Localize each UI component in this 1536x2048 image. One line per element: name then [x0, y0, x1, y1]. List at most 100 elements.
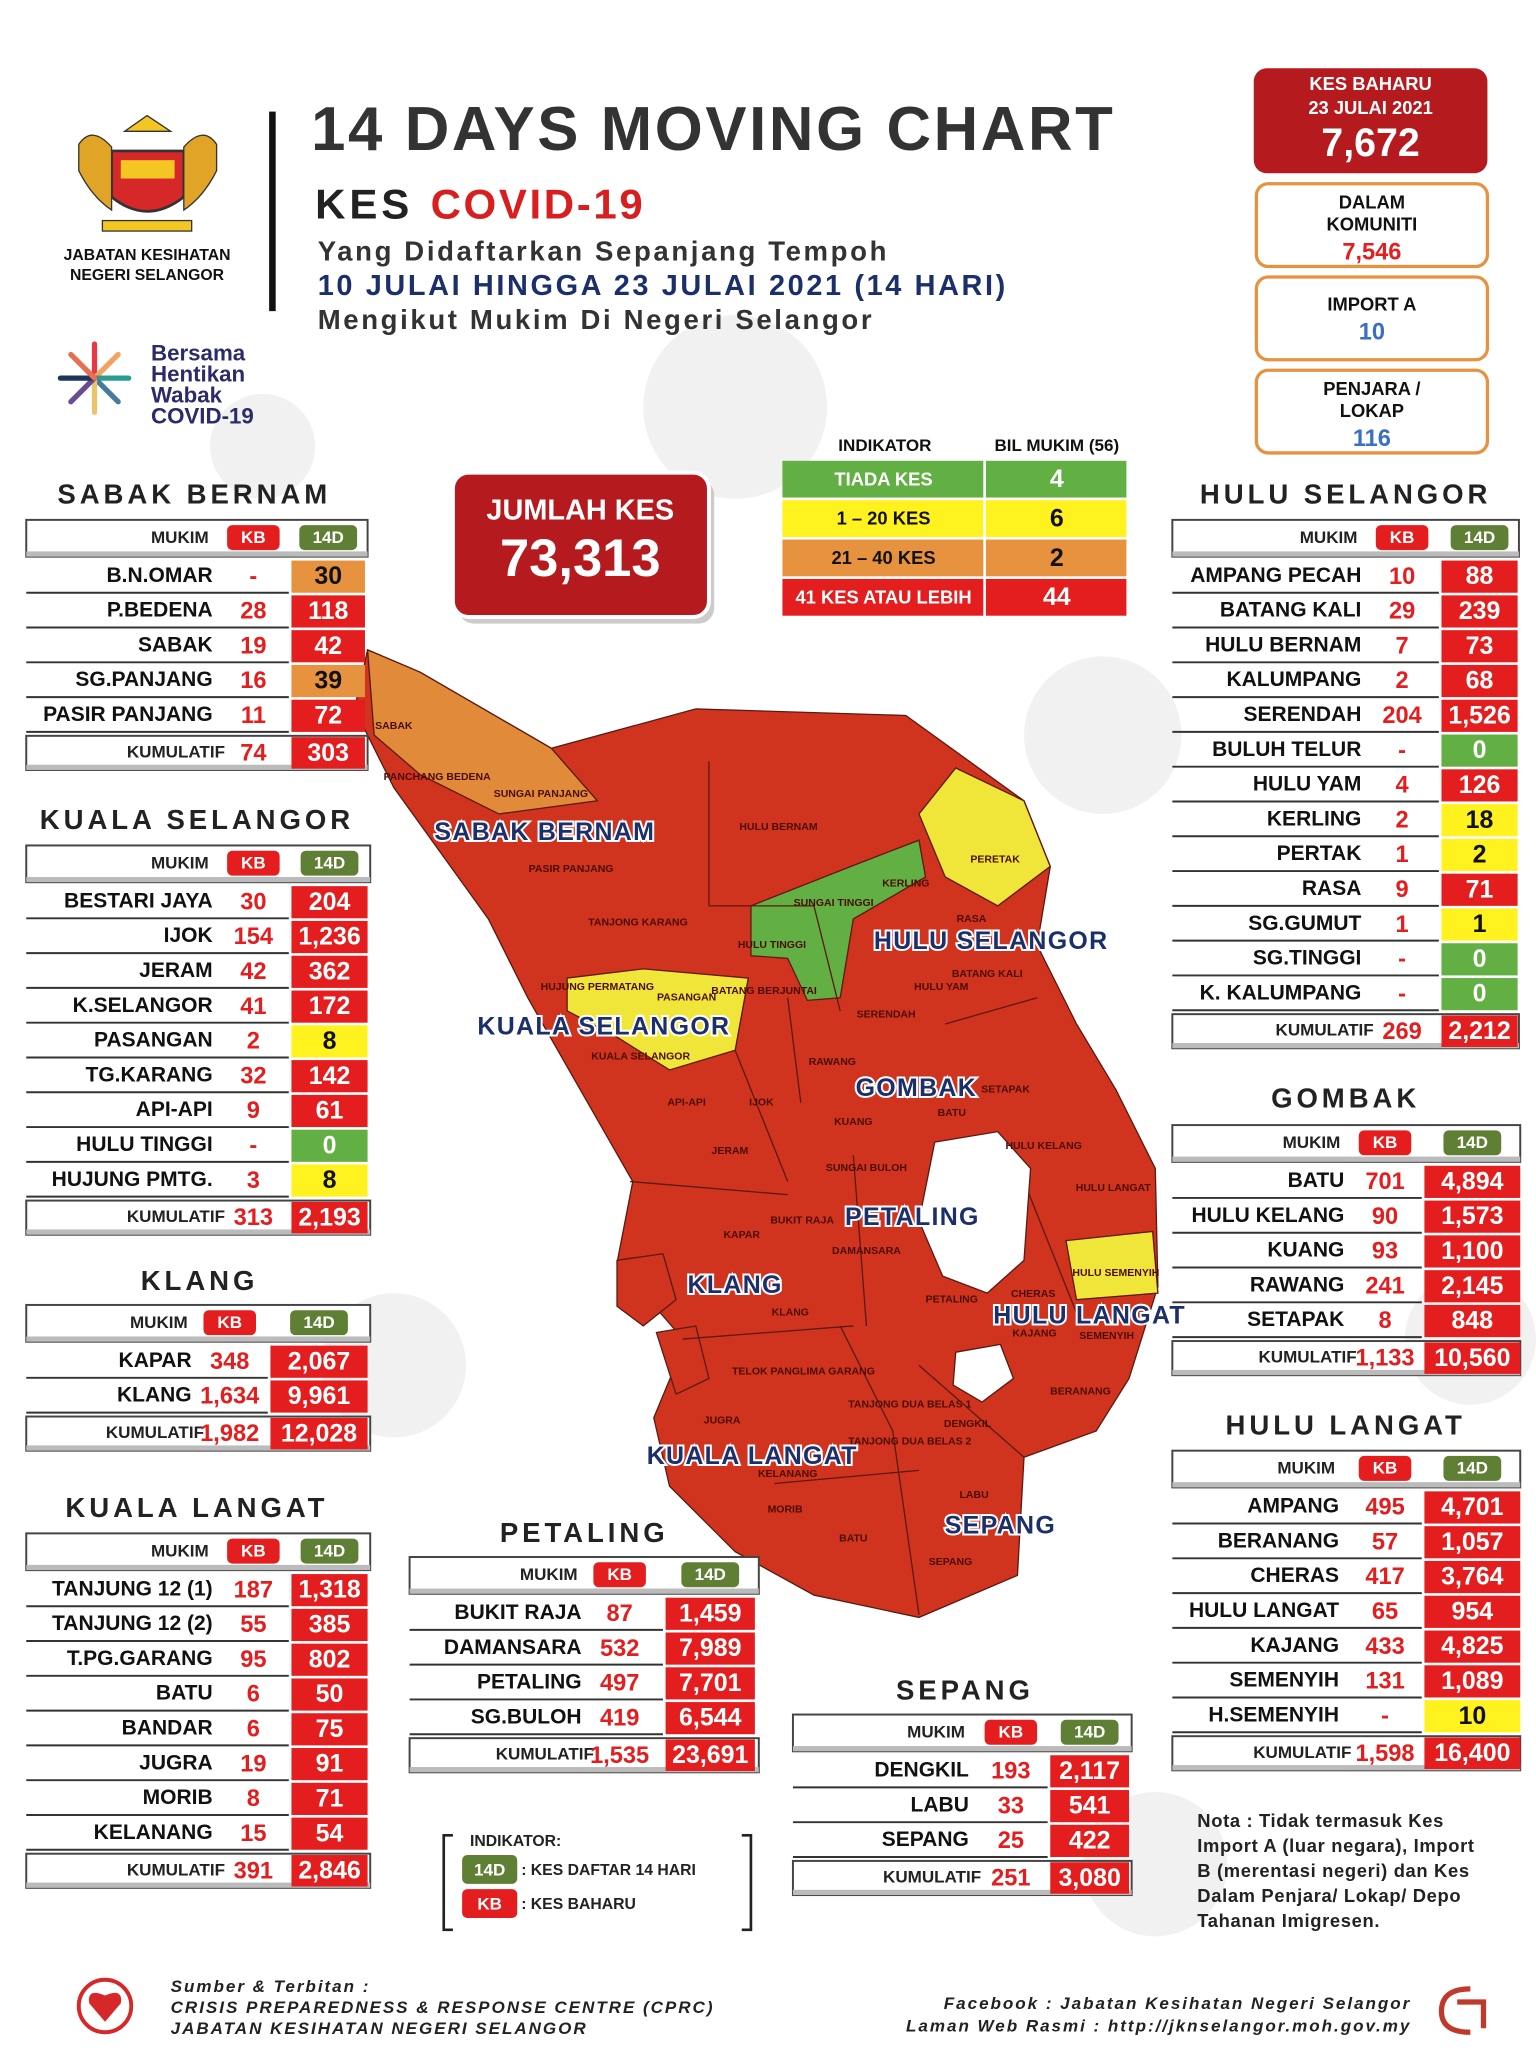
- map-district-label: HULU SELANGOR: [874, 927, 1109, 955]
- mukim-name: KELANANG: [94, 1821, 213, 1844]
- d14-header: [1443, 1130, 1502, 1156]
- mukim-name: HULU KELANG: [1192, 1204, 1345, 1227]
- kb-header: [593, 1562, 646, 1588]
- d14-value: 0: [1473, 945, 1487, 973]
- map-mukim-label: JUGRA: [704, 1414, 741, 1426]
- map-mukim-label: SUNGAI PANJANG: [494, 788, 588, 800]
- total-row-shade: [26, 1882, 371, 1888]
- kb-value: 1: [1396, 842, 1409, 868]
- map-mukim-label: BATANG KALI: [952, 968, 1023, 980]
- map-mukim-label: KUANG: [834, 1116, 873, 1128]
- note-line: Nota : Tidak termasuk Kes: [1197, 1810, 1444, 1831]
- column-header: KB: [241, 853, 266, 872]
- d14-cell: [665, 1702, 755, 1735]
- total-kb: 391: [234, 1858, 273, 1884]
- map-mukim-label: HUJUNG PERMATANG: [541, 981, 654, 993]
- kb-header: [227, 525, 280, 551]
- total-d14-cell: [291, 737, 365, 769]
- mukim-name: H.SEMENYIH: [1208, 1703, 1339, 1726]
- d14-value: 1,318: [298, 1576, 361, 1604]
- subtitle-highlight: COVID-19: [431, 181, 646, 228]
- map-district-label: KLANG: [688, 1271, 783, 1299]
- mukim-name: BUKIT RAJA: [454, 1601, 581, 1624]
- mukim-name: SETAPAK: [1247, 1308, 1344, 1331]
- map-mukim-label: HULU KELANG: [1005, 1140, 1081, 1152]
- district-title: HULU SELANGOR: [1200, 479, 1491, 510]
- map-district-label: HULU LANGAT: [993, 1301, 1186, 1329]
- kb-value: 7: [1396, 633, 1409, 659]
- indicator-label-cell: [782, 460, 984, 498]
- total-kb: 1,535: [590, 1743, 649, 1769]
- mukim-name: JERAM: [139, 959, 213, 982]
- total-row-shade: [409, 1767, 759, 1773]
- map-mukim-label: SEMENYIH: [1079, 1330, 1134, 1342]
- indicator-count: 44: [1043, 583, 1071, 611]
- d14-cell: [270, 1345, 368, 1378]
- d14-cell: [291, 1129, 368, 1162]
- total-row-shade: [1172, 1369, 1521, 1376]
- table-header-shade: [26, 1564, 371, 1571]
- map-mukim-label: BATANG BERJUNTAI: [711, 985, 817, 997]
- total-d14: 2,193: [298, 1204, 360, 1232]
- map-district-label: SEPANG: [945, 1511, 1056, 1539]
- district-title: GOMBAK: [1271, 1082, 1420, 1113]
- kb-value: 419: [600, 1705, 639, 1731]
- total-kb: 251: [991, 1866, 1030, 1892]
- column-header: MUKIM: [151, 1541, 209, 1560]
- column-header: 14D: [1464, 528, 1495, 547]
- map-mukim-label: SUNGAI BULOH: [826, 1162, 907, 1174]
- kb-value: 701: [1365, 1169, 1404, 1195]
- d14-cell: [291, 630, 365, 663]
- map-mukim-label: SABAK: [375, 720, 413, 732]
- mukim-name: AMPANG PECAH: [1190, 564, 1361, 587]
- d14-cell: [1050, 1790, 1130, 1823]
- table-header-shade: [26, 1336, 371, 1342]
- d14-value: 239: [1459, 597, 1501, 625]
- kb-value: 25: [998, 1828, 1024, 1854]
- subtitle-prefix: KES: [315, 181, 413, 228]
- mukim-name: BATU: [1288, 1169, 1345, 1192]
- d14-cell: [291, 1678, 368, 1711]
- d14-cell: [1441, 804, 1518, 837]
- kb-value: 204: [1382, 703, 1422, 729]
- total-kb: 269: [1382, 1019, 1421, 1045]
- column-header: 14D: [313, 528, 344, 547]
- column-header: 14D: [1457, 1133, 1488, 1152]
- map-mukim-label: SERENDAH: [857, 1009, 916, 1021]
- total-d14-cell: [1050, 1862, 1130, 1894]
- district-title: KUALA LANGAT: [65, 1492, 328, 1523]
- d14-value: 2,117: [1059, 1757, 1120, 1785]
- column-header: 14D: [303, 1313, 334, 1332]
- total-kb: 74: [240, 740, 267, 766]
- kb-value: 131: [1365, 1669, 1404, 1695]
- campaign-text: Wabak: [151, 382, 223, 407]
- total-d14: 2,846: [298, 1857, 360, 1885]
- kb-value: 1,634: [200, 1384, 260, 1410]
- d14-value: 73: [1466, 632, 1494, 660]
- kb-value: 2: [1396, 668, 1409, 694]
- total-row-shade: [1172, 1765, 1521, 1771]
- mukim-name: BESTARI JAYA: [64, 889, 213, 912]
- kb-value: 154: [234, 924, 274, 950]
- indicator-label: 41 KES ATAU LEBIH: [795, 587, 971, 608]
- legend-label: : KES BAHARU: [521, 1896, 636, 1913]
- note-line: Dalam Penjara/ Lokap/ Depo: [1197, 1885, 1461, 1906]
- map-mukim-label: HULU LANGAT: [1076, 1182, 1152, 1194]
- kb-value: 532: [600, 1636, 639, 1662]
- mukim-name: DENGKIL: [874, 1759, 969, 1782]
- indicator-count: 6: [1050, 504, 1064, 532]
- mukim-name: BULUH TELUR: [1212, 738, 1361, 761]
- kb-value: 433: [1365, 1634, 1404, 1660]
- legend-key-text: KB: [477, 1894, 502, 1913]
- kb-header: [984, 1719, 1038, 1745]
- d14-value: 1,526: [1448, 701, 1510, 729]
- kb-value: 19: [240, 1751, 266, 1777]
- column-header: KB: [217, 1313, 242, 1332]
- mukim-name: SG.PANJANG: [75, 668, 212, 691]
- legend-label: : KES DAFTAR 14 HARI: [521, 1862, 696, 1879]
- kb-value: 6: [247, 1717, 260, 1743]
- agency-name: NEGERI SELANGOR: [70, 267, 225, 284]
- footer-logo-heart: [88, 1992, 122, 2022]
- table-header-shade: [792, 1746, 1132, 1752]
